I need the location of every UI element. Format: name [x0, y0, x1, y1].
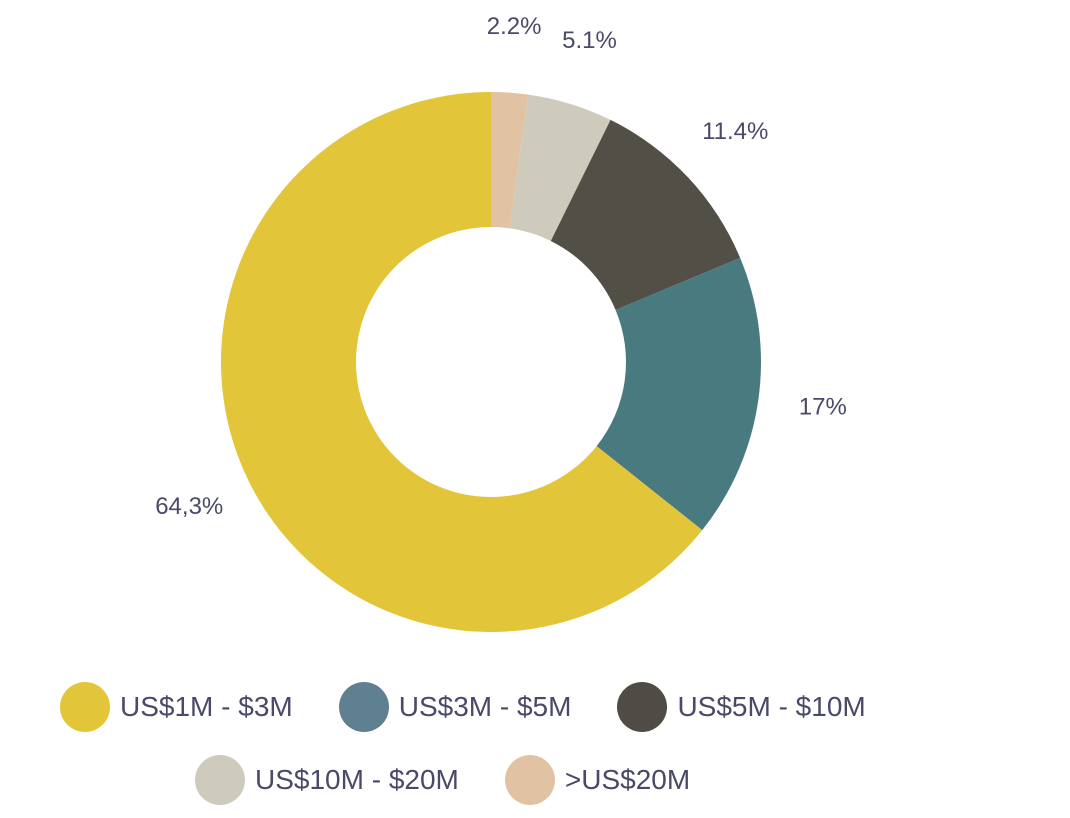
- legend-row-1: US$1M - $3M US$3M - $5M US$5M - $10M: [60, 682, 912, 732]
- legend-swatch: [60, 682, 110, 732]
- legend-item: US$1M - $3M: [60, 682, 293, 732]
- slice-label: 64,3%: [155, 493, 223, 520]
- legend-swatch: [195, 755, 245, 805]
- legend-swatch: [617, 682, 668, 732]
- legend-label: US$5M - $10M: [677, 691, 866, 722]
- legend-label: >US$20M: [564, 764, 691, 795]
- legend-swatch: [504, 755, 555, 805]
- legend-item: >US$20M: [504, 755, 691, 805]
- legend-row-2: US$10M - $20M >US$20M: [195, 755, 736, 805]
- legend-label: US$3M - $5M: [398, 691, 572, 722]
- slice-us-5m-10m: [550, 119, 741, 310]
- donut-slices: [220, 92, 761, 632]
- legend-item: US$5M - $10M: [617, 682, 866, 732]
- slice-label: 2.2%: [487, 13, 542, 40]
- slice-us-1m-3m: [220, 92, 703, 632]
- legend-label: US$10M - $20M: [255, 764, 459, 795]
- slice-us-20m: [491, 92, 529, 229]
- slice-label: 17%: [799, 394, 847, 421]
- slice-us-10m-20m: [509, 94, 611, 241]
- legend-label: US$1M - $3M: [120, 691, 293, 722]
- slice-us-3m-5m: [596, 257, 761, 531]
- legend-item: US$10M - $20M: [195, 755, 459, 805]
- slice-label: 5.1%: [562, 27, 617, 54]
- legend-swatch: [338, 682, 389, 732]
- slice-labels: 2.2% 5.1% 11.4% 17% 64,3%: [155, 13, 847, 520]
- slice-label: 11.4%: [702, 118, 768, 145]
- legend-item: US$3M - $5M: [338, 682, 572, 732]
